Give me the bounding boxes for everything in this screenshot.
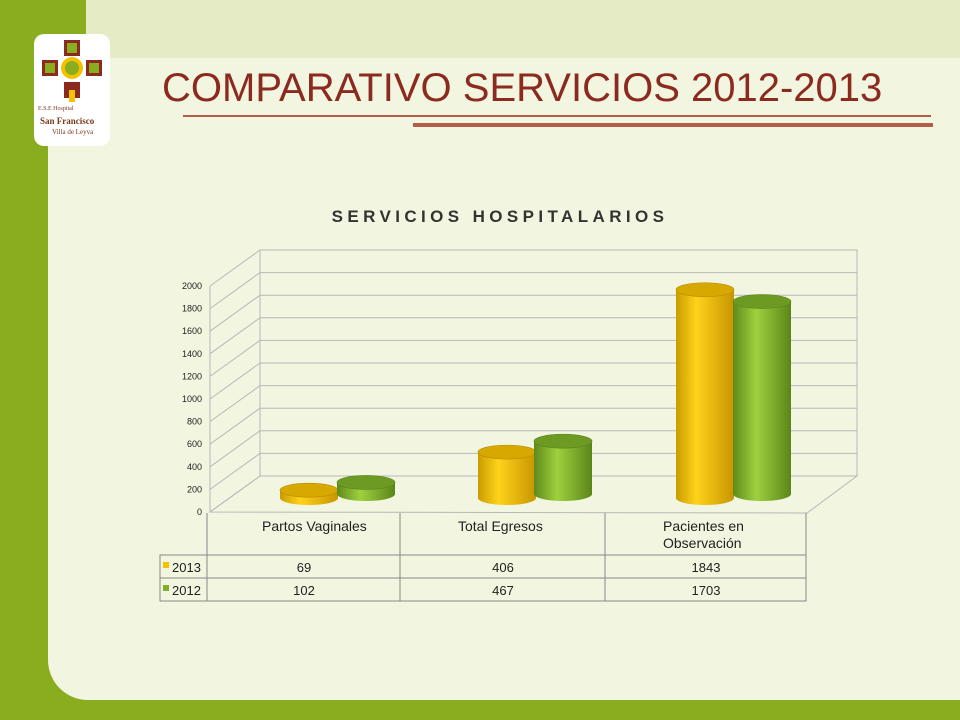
bar-top: [279, 482, 339, 498]
x-category-label: Total Egresos: [458, 518, 543, 534]
logo: E.S.E Hospital San Francisco Villa de Le…: [34, 34, 110, 146]
logo-emblem-icon: [42, 40, 102, 102]
y-tick-label: 600: [187, 439, 202, 449]
bar-cylinder: [534, 441, 592, 501]
data-table-value: 406: [492, 560, 514, 575]
content-panel: [48, 58, 960, 700]
title-underline-thick: [413, 123, 933, 127]
y-tick-label: 1600: [182, 326, 202, 336]
x-category-label: Pacientes en: [663, 518, 744, 534]
y-tick-label: 0: [197, 507, 202, 517]
y-tick-label: 1400: [182, 349, 202, 359]
y-tick-label: 400: [187, 462, 202, 472]
data-table-value: 102: [293, 583, 315, 598]
bar-cylinder: [676, 289, 734, 505]
y-tick-label: 200: [187, 484, 202, 494]
data-table-value: 467: [492, 583, 514, 598]
bar-top: [732, 294, 792, 309]
logo-line2: San Francisco: [40, 116, 95, 126]
gridline-side: [209, 272, 261, 310]
page-title: COMPARATIVO SERVICIOS 2012-2013: [162, 66, 883, 110]
bar-cylinder: [733, 301, 791, 501]
title-underline: [183, 115, 931, 117]
gridline-side: [209, 294, 261, 332]
x-category-label: Observación: [663, 535, 742, 551]
bar-top: [477, 444, 537, 460]
legend-swatch: [163, 562, 169, 568]
y-tick-label: 800: [187, 417, 202, 427]
bar-cylinder: [478, 452, 536, 505]
data-table-value: 1703: [692, 583, 721, 598]
data-table-value: 69: [297, 560, 311, 575]
y-tick-label: 1800: [182, 304, 202, 314]
x-category-label: Partos Vaginales: [262, 518, 367, 534]
logo-line3: Villa de Leyva: [52, 128, 94, 136]
data-table-value: 1843: [692, 560, 721, 575]
gridline-side: [209, 475, 261, 513]
bar-top: [533, 433, 593, 449]
gridline-side: [209, 430, 261, 468]
logo-line1: E.S.E Hospital: [38, 106, 74, 112]
y-tick-label: 2000: [182, 281, 202, 291]
gridline-side: [209, 452, 261, 490]
chart-title: SERVICIOS HOSPITALARIOS: [331, 207, 669, 226]
y-tick-label: 1200: [182, 371, 202, 381]
gridline-side: [209, 339, 261, 377]
gridline-side: [209, 407, 261, 445]
bar-top: [675, 282, 735, 298]
y-tick-label: 1000: [182, 394, 202, 404]
bar-top: [336, 475, 396, 490]
bottom-bar: [0, 700, 960, 720]
gridline-side: [209, 385, 261, 423]
gridline-side: [209, 317, 261, 355]
legend-label: 2013: [172, 560, 201, 575]
gridline-side: [209, 362, 261, 400]
legend-swatch: [163, 585, 169, 591]
legend-label: 2012: [172, 583, 201, 598]
gridline-side: [209, 249, 261, 287]
